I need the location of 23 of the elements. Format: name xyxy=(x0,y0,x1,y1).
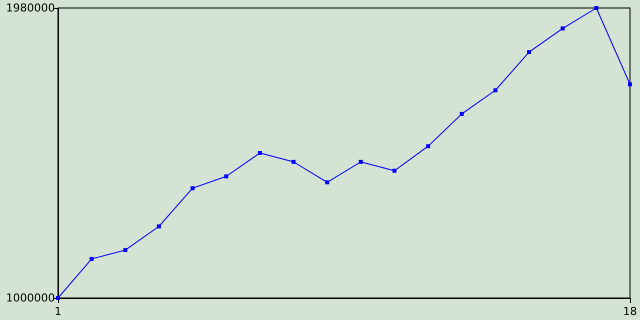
x-tick-label: 18 xyxy=(623,305,637,318)
point xyxy=(594,6,598,10)
point xyxy=(426,144,430,148)
point xyxy=(560,26,565,30)
point xyxy=(628,82,632,86)
point xyxy=(460,112,464,116)
point xyxy=(258,151,262,155)
point xyxy=(56,296,60,300)
point xyxy=(292,160,296,164)
point xyxy=(527,50,532,54)
point xyxy=(358,160,363,164)
point xyxy=(156,224,161,228)
point xyxy=(493,88,498,92)
y-tick-label: 1980000 xyxy=(6,2,55,14)
point xyxy=(224,174,228,178)
point xyxy=(392,168,396,173)
point xyxy=(90,256,94,261)
y-tick-label: 1000000 xyxy=(6,292,55,304)
line-series xyxy=(56,6,632,300)
point xyxy=(123,248,128,252)
point xyxy=(190,186,195,190)
x-tick-label: 1 xyxy=(54,305,62,318)
point xyxy=(325,180,330,184)
